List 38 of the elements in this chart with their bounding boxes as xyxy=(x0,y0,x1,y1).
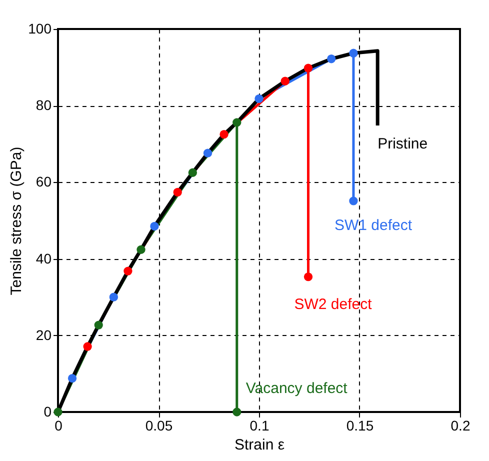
point xyxy=(83,342,92,351)
series-label: SW2 defect xyxy=(294,296,373,313)
point xyxy=(124,266,132,276)
y-tick-label: 0 xyxy=(44,404,52,420)
y-tick-label: 80 xyxy=(36,97,52,114)
point xyxy=(304,64,313,72)
y-axis-title: Tensile stress σ (GPa) xyxy=(8,146,26,296)
series-label: Vacancy defect xyxy=(246,380,348,397)
point xyxy=(54,408,62,416)
y-tick-label: 100 xyxy=(28,20,52,36)
point xyxy=(68,374,77,383)
y-tick-label: 20 xyxy=(36,326,52,343)
x-tick-label: 0.1 xyxy=(250,418,270,434)
point xyxy=(232,408,242,416)
point xyxy=(304,272,313,282)
point xyxy=(254,94,264,104)
y-tick-label: 60 xyxy=(36,174,52,190)
x-tick-label: 0.15 xyxy=(346,418,374,434)
series-label: SW1 defect xyxy=(334,216,413,234)
y-tick-label: 40 xyxy=(36,250,52,266)
point xyxy=(203,148,212,158)
point xyxy=(173,188,182,196)
point xyxy=(327,54,336,64)
x-tick-label: 0.05 xyxy=(145,418,173,434)
point xyxy=(150,222,159,231)
x-tick-label: 0 xyxy=(54,418,63,434)
point xyxy=(232,118,242,127)
x-axis-title: Strain ε xyxy=(234,436,285,454)
point xyxy=(188,168,197,177)
point xyxy=(136,245,146,254)
point xyxy=(349,48,358,58)
x-tick-label: 0.2 xyxy=(450,418,470,434)
point xyxy=(94,320,103,330)
point xyxy=(220,130,228,139)
point xyxy=(109,292,118,302)
point xyxy=(280,76,290,86)
point xyxy=(349,196,358,206)
series-label: Pristine xyxy=(378,136,428,153)
